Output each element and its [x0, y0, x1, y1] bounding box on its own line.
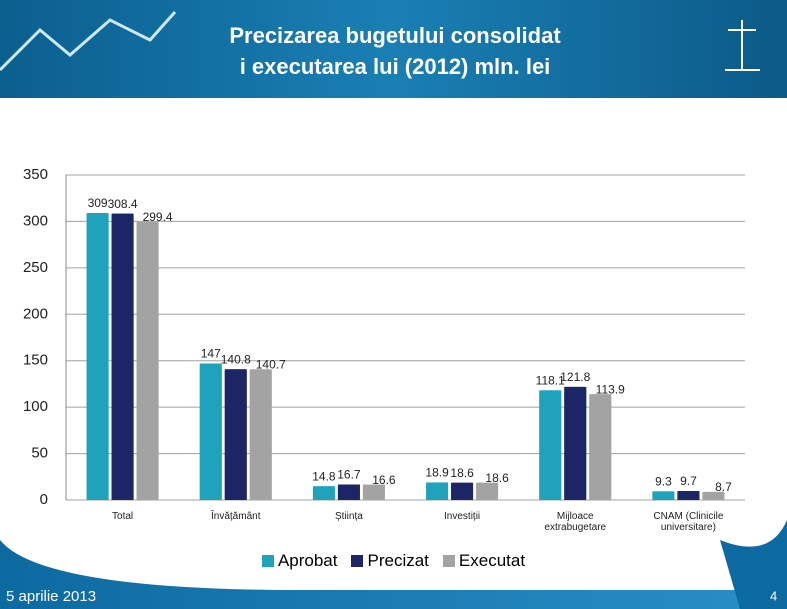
value-label: 14.8 [312, 469, 336, 483]
bar [200, 364, 222, 501]
bar [426, 482, 448, 500]
value-label: 8.7 [715, 480, 732, 494]
bar [137, 222, 159, 500]
value-label: 113.9 [596, 382, 625, 396]
value-label: 140.7 [256, 358, 286, 372]
footer-date: 5 aprilie 2013 [6, 588, 96, 605]
bar [451, 483, 473, 500]
value-label: 309 [88, 196, 108, 210]
value-label: 9.3 [655, 475, 672, 489]
y-tick-label: 250 [23, 259, 48, 276]
bar [225, 369, 247, 500]
y-tick-label: 0 [40, 491, 48, 508]
header-band [0, 0, 787, 98]
page-number: 4 [770, 588, 777, 603]
legend-swatch [262, 555, 274, 567]
legend-label: Precizat [367, 551, 428, 571]
value-label: 299.4 [143, 210, 173, 224]
bar [363, 485, 385, 500]
value-label: 140.8 [221, 352, 251, 366]
bar [313, 486, 335, 500]
y-tick-label: 300 [23, 212, 48, 229]
value-label: 147 [201, 347, 221, 361]
title-line: Precizarea bugetului consolidat [229, 23, 561, 48]
value-label: 308.4 [108, 197, 138, 211]
y-tick-label: 100 [23, 398, 48, 415]
y-tick-label: 200 [23, 305, 48, 322]
x-tick-label: Mijloace extrabugetare [527, 511, 623, 533]
x-tick-label: CNAM (Clinicile universitare) [640, 511, 736, 533]
legend-swatch [443, 555, 455, 567]
x-tick-label: Investiții [414, 511, 510, 522]
bar [112, 214, 134, 500]
x-tick-label: Știința [301, 511, 397, 522]
value-label: 16.7 [337, 468, 361, 482]
value-label: 16.6 [372, 473, 396, 487]
bar [589, 394, 611, 500]
value-label: 18.6 [485, 471, 509, 485]
legend-item: Aprobat [262, 551, 338, 571]
bar [338, 484, 360, 500]
x-tick-label: Învățământ [188, 511, 284, 522]
bar [677, 491, 699, 500]
y-tick-label: 350 [23, 166, 48, 183]
bar [87, 213, 109, 500]
bar [564, 387, 586, 500]
bar [652, 491, 674, 500]
bar [250, 369, 272, 500]
bar [539, 390, 561, 500]
bar [476, 483, 498, 500]
y-tick-label: 150 [23, 352, 48, 369]
legend-label: Executat [459, 551, 525, 571]
legend-item: Precizat [351, 551, 428, 571]
value-label: 9.7 [680, 474, 697, 488]
slide: Precizarea bugetului consolidat i execut… [0, 0, 787, 609]
y-tick-label: 50 [31, 445, 48, 462]
legend-swatch [351, 555, 363, 567]
title-line: i executarea lui (2012) mln. lei [240, 54, 551, 79]
legend: Aprobat Precizat Executat [0, 551, 787, 571]
value-label: 18.9 [425, 466, 449, 480]
legend-label: Aprobat [278, 551, 338, 571]
value-label: 121.8 [560, 370, 590, 384]
value-label: 18.6 [450, 466, 474, 480]
legend-item: Executat [443, 551, 525, 571]
x-tick-label: Total [75, 511, 171, 522]
